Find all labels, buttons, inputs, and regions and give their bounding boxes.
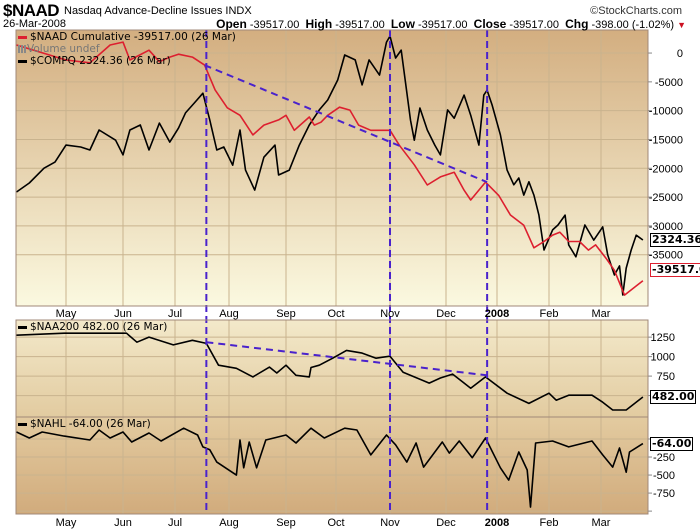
last-value-nahl: -64.00 xyxy=(650,436,694,451)
open-value: -39517.00 xyxy=(249,19,300,31)
copyright: ©StockCharts.com xyxy=(590,5,682,17)
x-tick-label: Nov xyxy=(380,308,400,320)
low-value: -39517.00 xyxy=(417,19,468,31)
x-tick-label: May xyxy=(56,308,77,320)
legend-naad: $NAAD Cumulative -39517.00 (26 Mar) xyxy=(18,31,236,43)
high-value: -39517.00 xyxy=(335,19,385,31)
x-tick-label: Nov xyxy=(380,517,400,529)
down-triangle-icon: ▼ xyxy=(677,20,686,30)
x-tick-label: 2008 xyxy=(485,517,509,529)
legend-volume: Volume undef xyxy=(18,43,100,55)
y-tick-label: -500 xyxy=(653,470,675,482)
y-tick-label: 0 xyxy=(677,48,683,60)
legend-volume-label: Volume undef xyxy=(27,43,100,55)
y-tick-label: -10000 xyxy=(649,106,683,118)
y-tick-label: -35000 xyxy=(649,250,683,262)
volume-bars-icon xyxy=(18,45,26,53)
x-tick-label: Jun xyxy=(114,308,132,320)
x-tick-label: Feb xyxy=(540,308,559,320)
compq-line xyxy=(16,35,644,296)
close-value: -39517.00 xyxy=(509,19,559,31)
x-tick-label: Feb xyxy=(540,517,559,529)
x-tick-label: Oct xyxy=(327,308,344,320)
x-tick-label: Sep xyxy=(276,517,296,529)
ohlc-bar: Open -39517.00 High -39517.00 Low -39517… xyxy=(216,17,686,31)
black-line-swatch-icon xyxy=(18,422,27,426)
change-label: Chg xyxy=(565,17,589,31)
x-tick-label: Mar xyxy=(592,308,611,320)
naad-cumulative-line xyxy=(16,41,644,296)
y-tick-label: -250 xyxy=(653,452,675,464)
legend-nahl-label: $NAHL -64.00 (26 Mar) xyxy=(30,418,151,430)
y-tick-label: -25000 xyxy=(649,192,683,204)
y-tick-label: -5000 xyxy=(655,77,683,89)
panel-background xyxy=(16,320,648,417)
symbol-title: $NAAD xyxy=(3,1,60,20)
black-line-swatch-icon xyxy=(18,325,27,329)
low-label: Low xyxy=(390,17,415,31)
x-tick-label: Dec xyxy=(436,517,456,529)
close-label: Close xyxy=(473,17,507,31)
high-label: High xyxy=(305,17,333,31)
open-label: Open xyxy=(216,17,247,31)
x-tick-label: Aug xyxy=(219,308,239,320)
naa200-line xyxy=(16,332,644,411)
panel-frame xyxy=(15,416,649,515)
black-line-swatch-icon xyxy=(18,59,27,63)
last-value-naad: -39517.00 xyxy=(650,263,700,277)
red-line-swatch-icon xyxy=(18,35,27,39)
panel-frame xyxy=(15,29,649,307)
legend-compq: $COMPQ 2324.36 (26 Mar) xyxy=(18,55,171,67)
y-tick-label: -30000 xyxy=(649,221,683,233)
legend-compq-label: $COMPQ 2324.36 (26 Mar) xyxy=(30,55,171,67)
x-tick-label: Dec xyxy=(436,308,456,320)
legend-naa200-label: $NAA200 482.00 (26 Mar) xyxy=(30,321,168,333)
trendline xyxy=(204,64,488,184)
x-tick-label: Jun xyxy=(114,517,132,529)
x-tick-label: Jul xyxy=(168,517,182,529)
panel-background xyxy=(16,417,648,514)
legend-naa200: $NAA200 482.00 (26 Mar) xyxy=(18,321,167,333)
last-value-naa200: 482.00 xyxy=(650,389,697,404)
x-tick-label: Aug xyxy=(219,517,239,529)
y-tick-label: 1250 xyxy=(651,332,675,344)
y-tick-label: 750 xyxy=(657,371,675,383)
legend-nahl: $NAHL -64.00 (26 Mar) xyxy=(18,418,151,430)
quote-date: 26-Mar-2008 xyxy=(3,18,66,30)
legend-naad-label: $NAAD Cumulative -39517.00 (26 Mar) xyxy=(30,31,236,43)
y-tick-label: 1000 xyxy=(651,352,675,364)
nahl-line xyxy=(16,427,644,508)
y-tick-label: -750 xyxy=(653,488,675,500)
change-value: -398.00 (-1.02%) xyxy=(591,19,675,31)
symbol-name: Nasdaq Advance-Decline Issues INDX xyxy=(64,5,252,17)
series-layer xyxy=(16,35,644,508)
last-value-compq: 2324.36 xyxy=(650,232,700,247)
y-tick-label: -15000 xyxy=(649,134,683,146)
y-tick-label: -20000 xyxy=(649,163,683,175)
x-tick-label: Oct xyxy=(327,517,344,529)
x-tick-label: Sep xyxy=(276,308,296,320)
x-tick-label: Jul xyxy=(168,308,182,320)
x-tick-label: Mar xyxy=(592,517,611,529)
x-tick-label: May xyxy=(56,517,77,529)
x-tick-label: 2008 xyxy=(485,308,509,320)
